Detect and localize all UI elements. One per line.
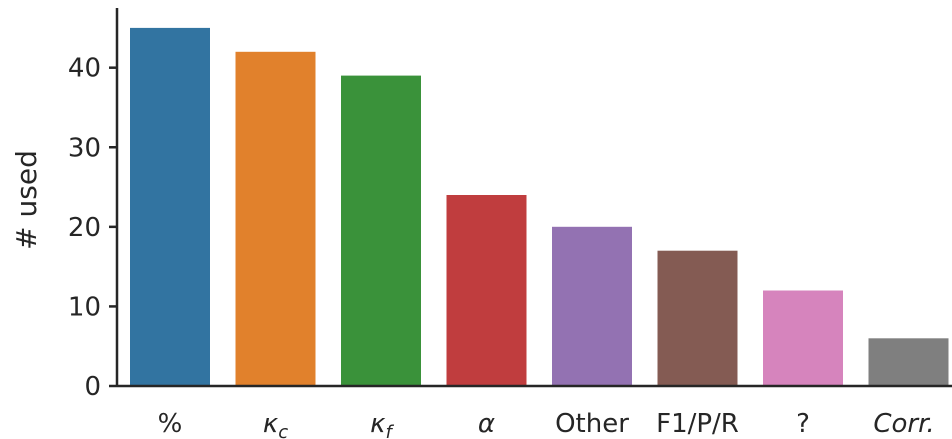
- bar-5: [657, 250, 738, 386]
- x-tick-label-7: Corr.: [873, 409, 934, 439]
- x-tick-label-4: Other: [555, 409, 629, 439]
- bar-2: [341, 75, 421, 386]
- bar-7: [868, 338, 949, 386]
- x-tick-label-3: α: [478, 409, 495, 439]
- bar-0: [130, 27, 210, 387]
- bar-4: [552, 226, 632, 386]
- x-tick-label-2: κf: [370, 409, 394, 439]
- y-tick-label-1: 10: [68, 292, 101, 322]
- x-tick-label-6: ?: [796, 409, 810, 439]
- x-tick-label-1: κc: [263, 409, 288, 439]
- y-axis-title: # used: [10, 150, 43, 250]
- y-tick-label-4: 40: [68, 54, 101, 84]
- bar-3: [446, 195, 527, 386]
- x-tick-label-5: F1/P/R: [656, 409, 739, 439]
- bars-group: [130, 27, 949, 387]
- y-tick-label-3: 30: [68, 133, 101, 163]
- bar-6: [763, 290, 843, 386]
- y-tick-label-2: 20: [68, 213, 101, 243]
- y-tick-label-0: 0: [84, 372, 101, 402]
- bar-1: [235, 51, 316, 387]
- y-axis: 0 10 20 30 40: [68, 8, 119, 402]
- x-tick-label-0: %: [158, 409, 183, 439]
- x-axis: % κc κf α Other F1/P/R? Corr.: [117, 384, 952, 439]
